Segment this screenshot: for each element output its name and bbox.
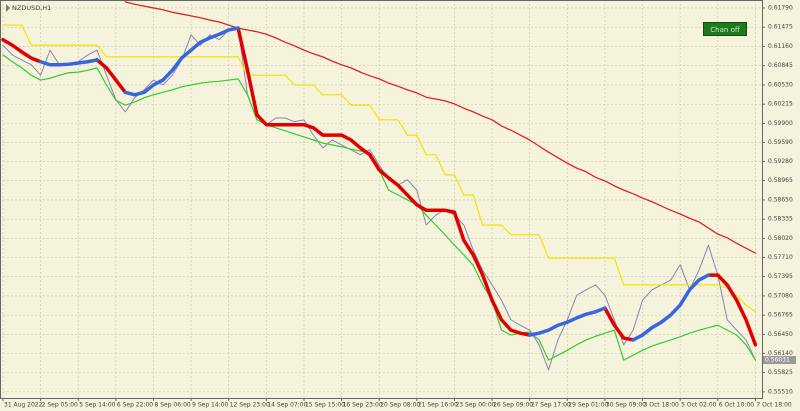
y-tick-label: 0.59280 <box>768 158 793 165</box>
x-tick-label: 5 Sep 14:00 <box>79 402 115 409</box>
price-line <box>2 24 757 313</box>
x-tick-label: 20 Sep 08:00 <box>380 402 420 409</box>
y-tick-label: 0.61475 <box>768 24 793 31</box>
y-tick-label: 0.58335 <box>768 216 793 223</box>
chart-title: NZDUSD,H1 <box>12 4 51 12</box>
title-icon <box>6 4 10 12</box>
x-tick-label: 2 Sep 05:00 <box>42 402 78 409</box>
y-tick-label: 0.57395 <box>768 273 793 280</box>
chan-off-button[interactable]: Chan off <box>703 22 747 36</box>
x-tick-label: 5 Oct 02:00 <box>681 402 716 409</box>
y-tick-label: 0.61160 <box>768 43 793 50</box>
y-tick-label: 0.59590 <box>768 139 793 146</box>
x-tick-label: 29 Sep 01:00 <box>568 402 608 409</box>
x-tick-label: 8 Sep 06:00 <box>154 402 190 409</box>
price-line <box>124 1 757 254</box>
y-tick-label: 0.60530 <box>768 81 793 88</box>
plot-area <box>1 0 762 398</box>
y-tick-label: 0.58020 <box>768 235 793 242</box>
price-line <box>2 27 756 371</box>
x-tick-label: 16 Sep 23:00 <box>343 402 383 409</box>
x-tick-label: 3 Oct 18:00 <box>644 402 679 409</box>
y-tick-label: 0.55510 <box>768 388 793 395</box>
last-price-box <box>763 356 796 365</box>
y-tick-label: 0.57080 <box>768 292 793 299</box>
x-tick-label: 21 Sep 16:00 <box>418 402 458 409</box>
last-price-label: 0.56031 <box>765 357 790 364</box>
x-tick-label: 26 Sep 09:00 <box>493 402 533 409</box>
y-tick-label: 0.58650 <box>768 196 793 203</box>
x-tick-label: 30 Sep 09:00 <box>606 402 646 409</box>
x-tick-label: 14 Sep 07:00 <box>267 402 307 409</box>
x-tick-label: 6 Oct 10:00 <box>719 402 754 409</box>
x-tick-label: 7 Oct 18:00 <box>756 402 791 409</box>
x-tick-label: 15 Sep 15:00 <box>305 402 345 409</box>
y-tick-label: 0.60215 <box>768 101 793 108</box>
y-tick-label: 0.55825 <box>768 369 793 376</box>
y-tick-label: 0.59900 <box>768 120 793 127</box>
price-line <box>1 26 758 347</box>
y-tick-label: 0.61790 <box>768 4 793 11</box>
x-tick-label: 23 Sep 00:00 <box>455 402 495 409</box>
y-tick-label: 0.56765 <box>768 312 793 319</box>
x-tick-label: 27 Sep 17:00 <box>531 402 571 409</box>
x-tick-label: 9 Sep 14:00 <box>192 402 228 409</box>
x-tick-label: 12 Sep 23:00 <box>230 402 270 409</box>
y-tick-label: 0.58965 <box>768 177 793 184</box>
x-tick-label: 6 Sep 22:00 <box>117 402 153 409</box>
y-tick-label: 0.57710 <box>768 254 793 261</box>
y-tick-label: 0.56140 <box>768 350 793 357</box>
y-tick-label: 0.56450 <box>768 331 793 338</box>
y-tick-label: 0.60845 <box>768 62 793 69</box>
price-line <box>38 26 711 342</box>
x-tick-label: 31 Aug 2022 <box>4 402 43 409</box>
